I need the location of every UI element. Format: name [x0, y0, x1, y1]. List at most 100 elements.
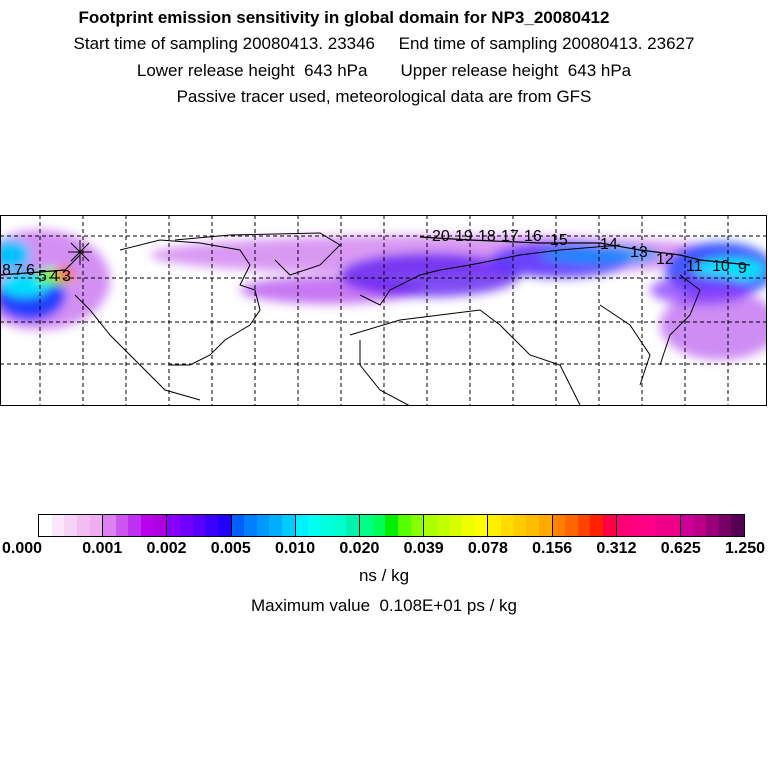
colorbar-segment [39, 515, 103, 536]
colorbar-swatch [488, 515, 501, 536]
colorbar-swatch [192, 515, 206, 536]
colorbar-swatch [577, 515, 591, 536]
trajectory-label: 16 [524, 228, 542, 245]
colorbar-tick-label: 0.078 [467, 540, 508, 557]
colorbar-swatch [436, 515, 450, 536]
trajectory-label: 15 [550, 232, 568, 249]
sampling-time-line: Start time of sampling 20080413. 23346 E… [73, 34, 695, 53]
colorbar-swatch [153, 515, 167, 536]
colorbar-swatch [256, 515, 270, 536]
trajectory-label: 18 [478, 228, 496, 245]
colorbar-swatch [321, 515, 334, 536]
colorbar-tick-label: 0.005 [210, 540, 251, 557]
colorbar-swatch [372, 515, 386, 536]
maximum-value: Maximum value 0.108E+01 ps / kg [251, 596, 517, 615]
colorbar-tick-label: 0.625 [660, 540, 701, 557]
colorbar-swatch [76, 515, 90, 536]
colorbar-segment [679, 515, 745, 536]
tracer-info-line: Passive tracer used, meteorological data… [176, 87, 592, 106]
colorbar-tick-label: 0.010 [275, 540, 316, 557]
colorbar-swatch [128, 515, 142, 536]
colorbar-swatch [231, 515, 245, 536]
colorbar-swatch [616, 515, 630, 536]
colorbar-swatch [629, 515, 642, 536]
colorbar-swatch [89, 515, 103, 536]
colorbar-swatch [205, 515, 218, 536]
colorbar-swatch [385, 515, 398, 536]
colorbar-segment [230, 515, 295, 536]
colorbar-segment [166, 515, 231, 536]
colorbar-tick-label: 0.000 [1, 540, 43, 557]
colorbar-tick-label: 0.020 [339, 540, 380, 557]
colorbar-swatch [103, 515, 116, 536]
footprint-map: 8 7 6 5 4 3 20 19 18 17 16 15 14 13 12 11 10 9 [0, 215, 767, 406]
colorbar-swatch [244, 515, 257, 536]
colorbar-segment [551, 515, 616, 536]
grid-lines [0, 215, 767, 406]
colorbar-swatch [39, 515, 52, 536]
sensitivity-field [0, 230, 767, 360]
colorbar-tick-label: 0.002 [146, 540, 187, 557]
colorbar-swatch [115, 515, 129, 536]
colorbar-tick-label: 0.039 [403, 540, 444, 557]
trajectory-label: 14 [600, 236, 618, 253]
colorbar-swatch [603, 515, 616, 536]
colorbar-swatch [590, 515, 604, 536]
colorbar-swatch [500, 515, 514, 536]
colorbar-swatch [731, 515, 745, 536]
coastlines [74, 232, 701, 406]
plot-title: Footprint emission sensitivity in global… [78, 8, 610, 27]
colorbar-swatch [718, 515, 732, 536]
colorbar-swatch [462, 515, 475, 536]
trajectory-label: 3 [62, 268, 71, 285]
trajectory-label: 6 [26, 262, 35, 279]
colorbar-swatch [474, 515, 488, 536]
colorbar-swatch [346, 515, 359, 536]
colorbar-swatch [269, 515, 283, 536]
trajectory-label: 17 [501, 228, 519, 245]
colorbar-swatch [526, 515, 539, 536]
colorbar-swatch [51, 515, 65, 536]
colorbar-swatch [282, 515, 295, 536]
colorbar-swatch [295, 515, 309, 536]
colorbar-swatch [359, 515, 373, 536]
trajectory-label: 5 [38, 268, 47, 285]
colorbar-swatch [706, 515, 719, 536]
release-height-line: Lower release height 643 hPa Upper relea… [136, 61, 632, 80]
trajectory-label: 20 [432, 228, 450, 245]
colorbar-swatch [667, 515, 680, 536]
trajectory-label: 12 [656, 251, 674, 268]
colorbar-swatch [333, 515, 347, 536]
colorbar-segment [294, 515, 359, 536]
trajectory-label: 11 [686, 258, 703, 275]
colorbar-swatch [64, 515, 77, 536]
colorbar-tick-label: 0.156 [532, 540, 573, 557]
colorbar-segment [423, 515, 488, 536]
colorbar-swatch [180, 515, 193, 536]
colorbar-segment [487, 515, 552, 536]
colorbar-swatch [410, 515, 424, 536]
trajectory-label: 8 [2, 262, 11, 279]
trajectory-label: 10 [712, 258, 730, 275]
colorbar-swatch [654, 515, 668, 536]
colorbar-segment [615, 515, 680, 536]
colorbar-tick-label: 1.250 [724, 540, 766, 557]
colorbar-segment [102, 515, 167, 536]
colorbar-tick-label: 0.312 [596, 540, 637, 557]
trajectory [0, 236, 751, 276]
trajectory-label: 19 [455, 228, 473, 245]
colorbar-swatch [141, 515, 154, 536]
colorbar-units: ns / kg [358, 566, 410, 585]
trajectory-label: 4 [50, 268, 59, 285]
trajectory-label: 9 [738, 260, 747, 277]
colorbar-swatch [538, 515, 552, 536]
colorbar-swatch [424, 515, 437, 536]
colorbar-swatch [397, 515, 411, 536]
colorbar-swatch [641, 515, 655, 536]
trajectory-label: 13 [630, 244, 648, 261]
colorbar-swatch [693, 515, 707, 536]
colorbar-tick-label: 0.001 [82, 540, 123, 557]
colorbar-segment [358, 515, 424, 536]
trajectory-label: 7 [14, 262, 23, 279]
colorbar-swatch [513, 515, 527, 536]
